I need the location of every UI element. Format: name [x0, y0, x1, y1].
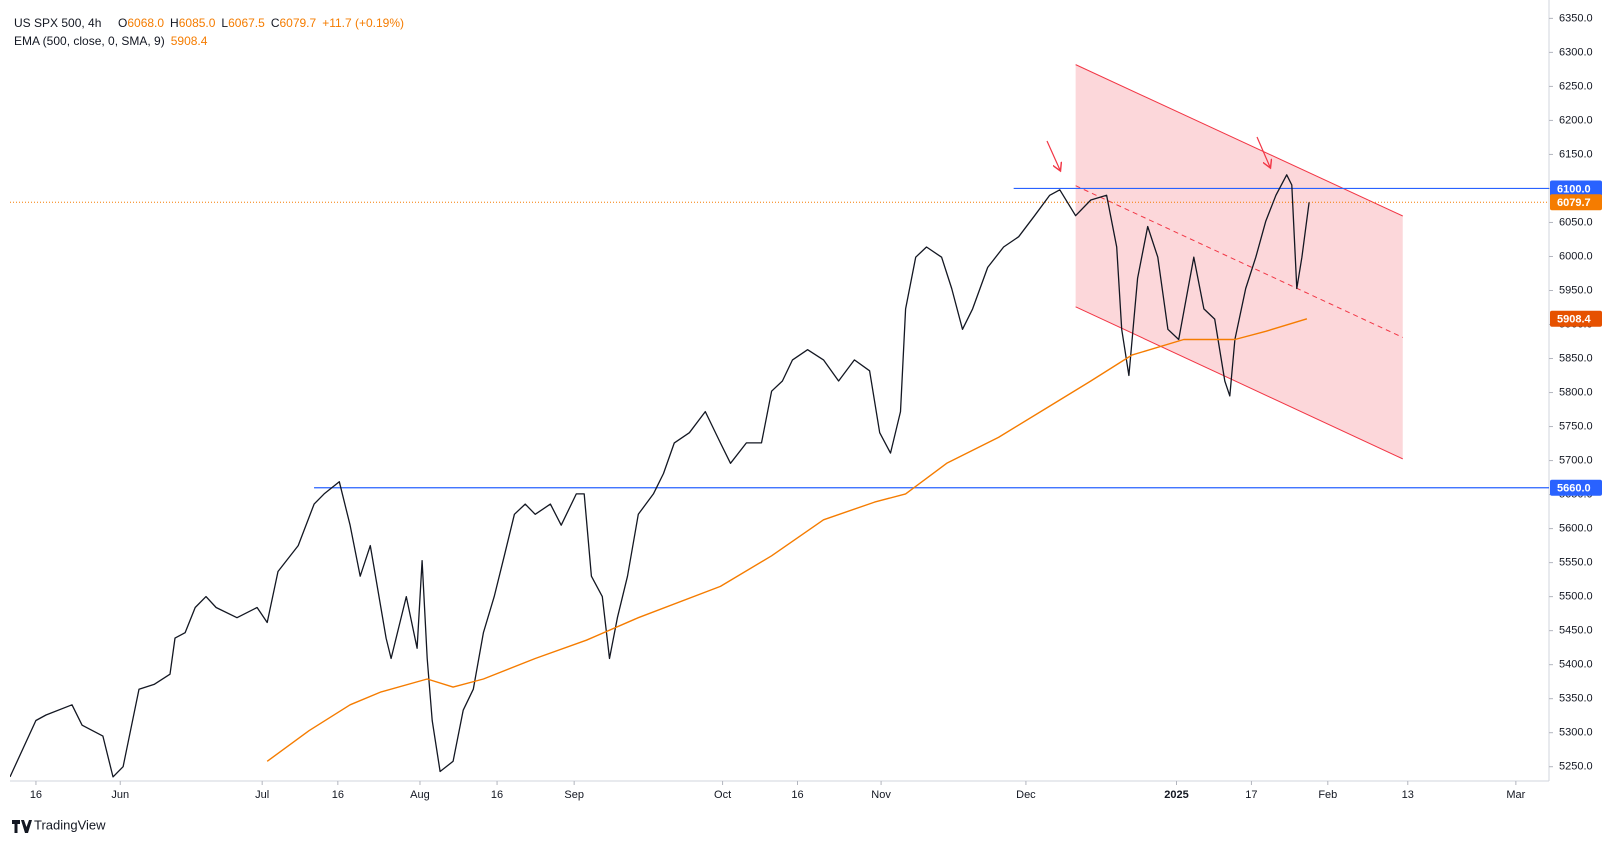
x-tick-label: 13	[1402, 789, 1414, 801]
channel-lower	[1075, 306, 1403, 460]
ohlc-value: 6079.7	[279, 16, 316, 30]
brand: TradingView	[34, 817, 106, 832]
x-tick-label: 16	[791, 789, 803, 801]
x-tick-label: Jun	[111, 789, 129, 801]
x-tick-label: 16	[30, 789, 42, 801]
indicator-name: EMA (500, close, 0, SMA, 9)	[14, 34, 165, 48]
series-line	[10, 174, 1310, 778]
y-tick-label: 6200.0	[1559, 114, 1593, 126]
y-tick-label: 5350.0	[1559, 693, 1593, 705]
x-tick-label: Jul	[255, 789, 269, 801]
change: +11.7 (+0.19%)	[322, 16, 404, 30]
x-tick-label: Dec	[1016, 789, 1036, 801]
x-tick-label: 16	[491, 789, 503, 801]
channel-upper	[1075, 64, 1403, 217]
ohlc-value: 6085.0	[179, 16, 216, 30]
y-tick-label: 6050.0	[1559, 216, 1593, 228]
arrow	[1256, 136, 1270, 167]
y-tick-label: 5600.0	[1559, 523, 1593, 535]
y-tick-label: 5400.0	[1559, 659, 1593, 671]
ohlc-key: C	[271, 16, 280, 30]
y-tick-label: 6250.0	[1559, 80, 1593, 92]
arrow	[1046, 140, 1060, 170]
x-tick-label: 2025	[1164, 789, 1188, 801]
y-tick-label: 5550.0	[1559, 557, 1593, 569]
price-badge-label: 5660.0	[1557, 483, 1591, 495]
plot-area	[10, 64, 1549, 778]
y-tick-label: 5850.0	[1559, 352, 1593, 364]
price-badge	[1550, 310, 1602, 327]
y-tick-label: 5250.0	[1559, 761, 1593, 773]
y-tick-label: 6300.0	[1559, 46, 1593, 58]
x-tick-label: Nov	[871, 789, 891, 801]
ohlc-key: H	[170, 16, 179, 30]
x-tick-label: Aug	[410, 789, 430, 801]
price-badge-label: 5908.4	[1557, 314, 1592, 326]
ohlc-key: L	[221, 16, 228, 30]
y-tick-label: 5950.0	[1559, 284, 1593, 296]
y-tick-label: 5450.0	[1559, 625, 1593, 637]
series-line	[266, 318, 1308, 762]
y-tick-label: 5300.0	[1559, 727, 1593, 739]
ohlc-value: 6068.0	[127, 16, 164, 30]
y-tick-label: 5800.0	[1559, 386, 1593, 398]
ohlc-key: O	[118, 16, 127, 30]
y-tick-label: 5750.0	[1559, 420, 1593, 432]
y-tick-label: 5500.0	[1559, 591, 1593, 603]
price-badge-label: 6100.0	[1557, 183, 1591, 195]
y-tick-label: 6000.0	[1559, 250, 1593, 262]
y-tick-label: 6150.0	[1559, 148, 1593, 160]
price-badge	[1550, 180, 1602, 197]
brand-logo	[12, 820, 32, 833]
channel-mid	[1075, 185, 1403, 338]
price-badge	[1550, 194, 1602, 211]
symbol: US SPX 500, 4h	[14, 16, 101, 30]
x-tick-label: Feb	[1318, 789, 1337, 801]
x-tick-label: 16	[332, 789, 344, 801]
price-badge-label: 6079.7	[1557, 197, 1591, 209]
x-tick-label: 17	[1245, 789, 1257, 801]
price-badge	[1550, 479, 1602, 496]
ohlc-value: 6067.5	[228, 16, 265, 30]
x-tick-label: Mar	[1506, 789, 1525, 801]
y-tick-label: 6350.0	[1559, 12, 1593, 24]
ohlc-legend: O 6068.0 H 6085.0 L 6067.5 C 6079.7 +11.7 (+0.19…	[118, 16, 404, 30]
indicator-value: 5908.4	[171, 34, 208, 48]
x-tick-label: Sep	[564, 789, 584, 801]
y-tick-label: 5700.0	[1559, 454, 1593, 466]
x-tick-label: Oct	[714, 789, 731, 801]
